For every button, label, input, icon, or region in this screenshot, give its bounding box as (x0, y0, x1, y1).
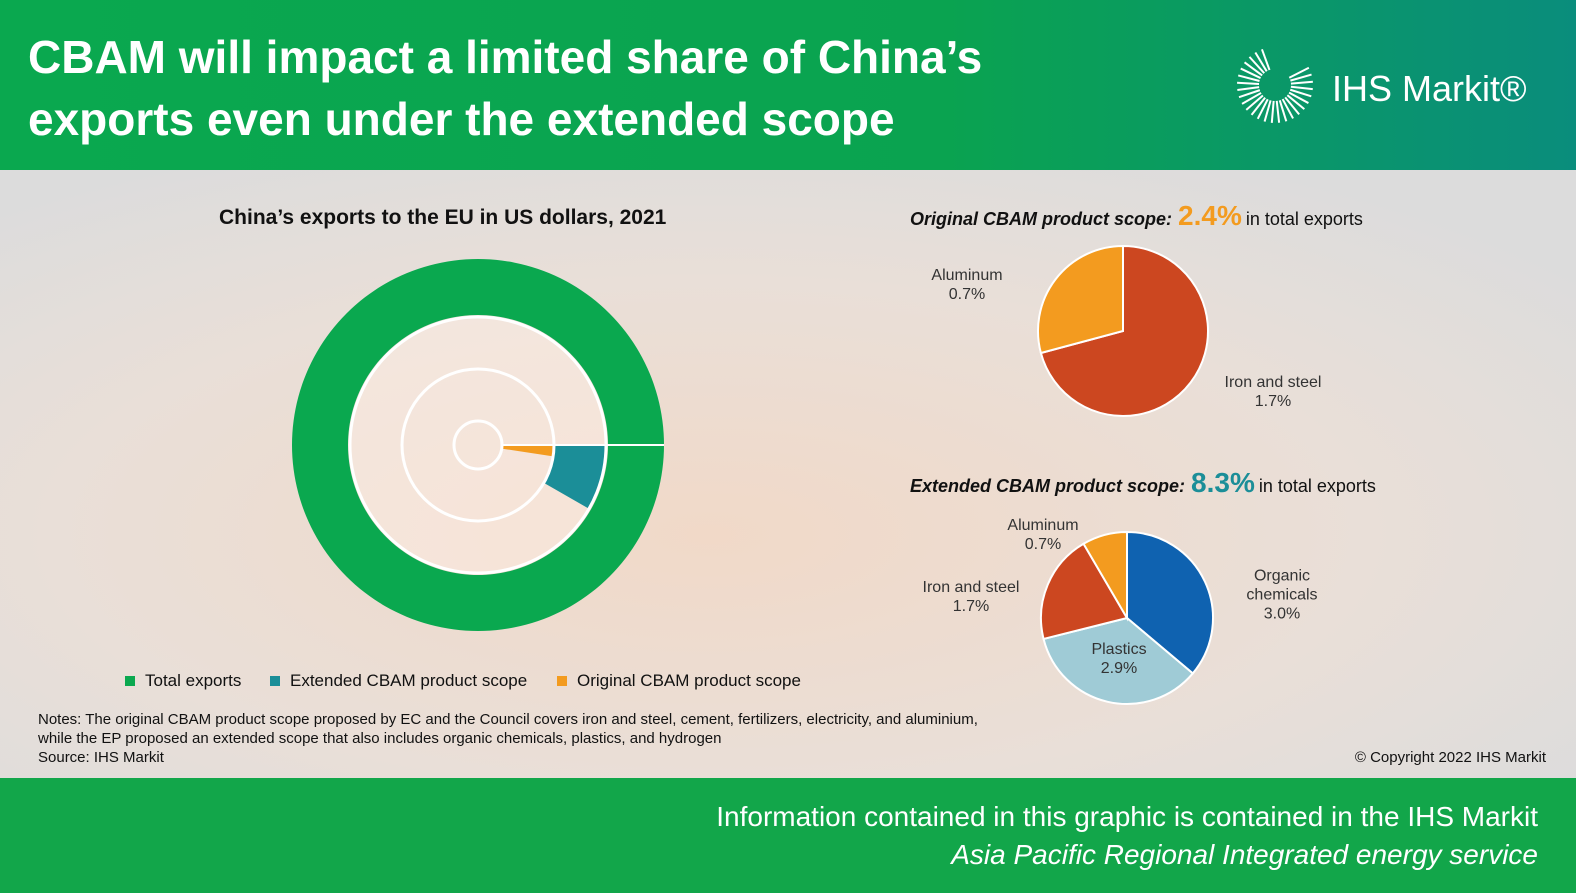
pie-slice (1040, 542, 1129, 641)
pie-slice (1042, 616, 1195, 705)
logo-ray (1250, 96, 1266, 116)
pie-title: Original CBAM product scope: 2.4% in total… (910, 200, 1363, 232)
legend-label: Extended CBAM product scope (290, 671, 528, 690)
logo-text: IHS Markit® (1332, 68, 1527, 109)
logo-ray (1248, 56, 1265, 74)
slice-label: Plastics 2.9% (1064, 640, 1174, 678)
logo-ray (1241, 92, 1262, 105)
pie-title-text: Original CBAM product scope: (910, 209, 1173, 229)
logo-ray (1237, 74, 1260, 82)
footer-band (0, 778, 1576, 893)
slice-label: Aluminum 0.7% (988, 516, 1098, 554)
pie-slice (1039, 244, 1209, 417)
slice-name: Iron and steel (1224, 374, 1322, 391)
logo-ray (1289, 88, 1312, 98)
slice-value: 0.7% (948, 286, 986, 303)
logo-ray (1290, 80, 1313, 85)
pie-title-text: Extended CBAM product scope: (910, 476, 1186, 496)
slice-label: Aluminum 0.7% (912, 266, 1022, 304)
slice-value: 0.7% (1024, 536, 1062, 553)
source: Source: IHS Markit (38, 749, 164, 766)
pie-total: 8.3% (1191, 467, 1255, 498)
logo-ray (1278, 99, 1288, 122)
pie-total-text: in total exports (1245, 209, 1363, 229)
logo-ray (1256, 98, 1269, 120)
notes: Notes: The original CBAM product scope p… (38, 711, 978, 747)
pie-total-text: in total exports (1258, 476, 1376, 496)
logo-ray (1243, 61, 1263, 77)
logo-ray (1281, 98, 1294, 119)
legend-item: Extended CBAM product scope (270, 671, 527, 691)
pie-slice (1126, 530, 1214, 675)
slice-value: 1.7% (952, 598, 990, 615)
slice-value: 3.0% (1263, 605, 1301, 623)
slice-label: Organic chemicals 3.0% (1227, 567, 1337, 624)
header-title: CBAM will impact a limited share of Chin… (28, 31, 983, 145)
pie-title: Extended CBAM product scope: 8.3% in total… (910, 467, 1376, 499)
logo-ray (1270, 100, 1275, 123)
logo-ray (1240, 67, 1262, 79)
logo-ray (1290, 73, 1312, 82)
pie-slice (1037, 244, 1124, 355)
slice-name: Aluminum (931, 267, 1003, 284)
slice-value: 1.7% (1254, 393, 1292, 410)
legend-label: Total exports (145, 671, 242, 690)
donut-hole (350, 317, 606, 573)
pie-total: 2.4% (1178, 200, 1242, 231)
logo-ray (1288, 66, 1310, 79)
logo-ray (1237, 86, 1260, 92)
background (0, 170, 1576, 778)
logo-mark (1237, 48, 1313, 123)
legend-swatch (270, 676, 280, 686)
logo-ray (1254, 51, 1268, 72)
slice-label: Iron and steel 1.7% (1218, 373, 1328, 411)
logo-ray (1261, 48, 1271, 71)
logo-ray (1286, 94, 1305, 110)
logo-ray (1263, 100, 1272, 122)
logo-ray (1288, 91, 1309, 104)
slice-value: 2.9% (1100, 660, 1138, 677)
donut-title: China’s exports to the EU in US dollars,… (219, 206, 667, 229)
slice-label: Iron and steel 1.7% (916, 578, 1026, 616)
legend-item: Original CBAM product scope (557, 671, 801, 691)
footer-line: Asia Pacific Regional Integrated energy … (951, 839, 1538, 870)
legend-label: Original CBAM product scope (577, 671, 801, 690)
copyright: © Copyright 2022 IHS Markit (1354, 749, 1546, 766)
legend-swatch (125, 676, 135, 686)
header-band (0, 0, 1576, 170)
slice-name: Iron and steel (922, 579, 1020, 596)
logo-ray (1284, 96, 1300, 115)
legend-swatch (557, 676, 567, 686)
pie-slice (1082, 530, 1128, 622)
logo-ray (1275, 100, 1281, 123)
donut-segment (501, 445, 554, 457)
slice-name: Aluminum (1007, 517, 1079, 534)
logo-ray (1290, 85, 1313, 91)
logo-ray (1245, 94, 1264, 111)
logo-ray (1237, 81, 1260, 86)
footer-line: Information contained in this graphic is… (716, 801, 1538, 832)
logo-ray (1238, 89, 1261, 99)
donut-segment (292, 258, 664, 631)
legend-item: Total exports (125, 671, 241, 691)
slice-name: Plastics (1091, 641, 1147, 658)
donut-segment (543, 445, 606, 509)
slice-name: Organic chemicals (1246, 567, 1318, 604)
